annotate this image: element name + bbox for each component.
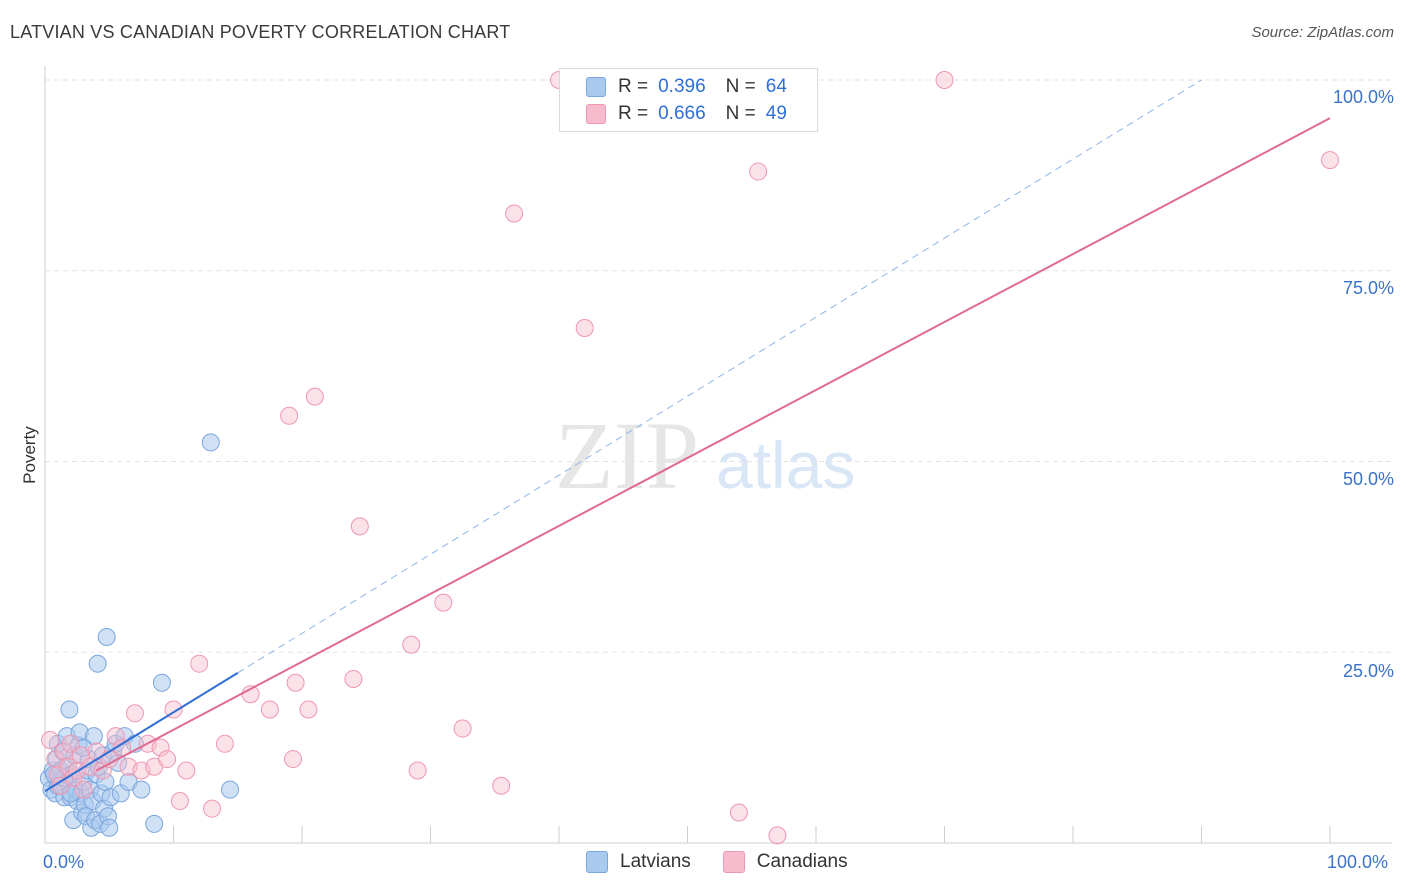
latvians-point	[100, 818, 119, 837]
stats-legend: R = 0.396 N = 64 R = 0.666 N = 49	[559, 68, 818, 132]
legend-n-label: N =	[725, 103, 756, 124]
canadians-point	[408, 761, 427, 780]
canadians-point	[93, 761, 112, 780]
latvians-point	[145, 814, 164, 833]
latvians-trend-line	[44, 671, 239, 792]
latvians-n-value: 64	[765, 76, 787, 97]
latvians-trend-extension	[237, 79, 1202, 674]
gridlines	[45, 79, 1392, 653]
canadians-point	[299, 700, 318, 719]
canadians-point	[1321, 151, 1339, 170]
legend-r-label: R =	[618, 76, 649, 97]
canadians-legend-label: Canadians	[756, 851, 848, 872]
source-label: Source: ZipAtlas.com	[1251, 24, 1394, 41]
canadians-point	[260, 700, 279, 719]
chart-title: LATVIAN VS CANADIAN POVERTY CORRELATION …	[10, 22, 511, 42]
canadians-swatch	[586, 104, 606, 124]
latvians-point	[60, 700, 79, 719]
canadians-n-value: 49	[765, 103, 787, 124]
canadians-point	[41, 730, 60, 749]
y-tick-100: 100.0%	[1332, 87, 1394, 107]
y-tick-75: 75.0%	[1342, 278, 1394, 298]
canadians-point	[59, 757, 78, 776]
latvians-point	[97, 627, 116, 646]
latvians-legend-label: Latvians	[620, 851, 691, 872]
latvians-r-value: 0.396	[658, 76, 706, 97]
canadians-point	[284, 750, 303, 769]
watermark-atlas: atlas	[716, 428, 855, 502]
latvians-point	[88, 654, 107, 673]
canadians-swatch	[722, 851, 745, 873]
canadians-point	[170, 792, 189, 811]
latvians-point	[84, 727, 103, 746]
canadians-point	[74, 780, 93, 799]
latvians-point	[221, 780, 240, 799]
latvians-swatch	[586, 77, 606, 97]
legend-item-canadians[interactable]: Canadians	[722, 851, 848, 873]
trend-lines	[44, 79, 1331, 792]
canadians-point	[434, 593, 453, 612]
canadians-point	[61, 734, 80, 753]
y-tick-25: 25.0%	[1342, 661, 1394, 681]
canadians-point	[505, 204, 524, 223]
latvians-point	[44, 765, 63, 784]
latvians-point	[201, 433, 220, 452]
canadians-trend-line	[95, 117, 1331, 772]
legend-item-latvians[interactable]: Latvians	[586, 851, 691, 873]
y-tick-50: 50.0%	[1342, 469, 1394, 489]
legend-r-label: R =	[618, 103, 649, 124]
canadians-point	[344, 669, 363, 688]
canadians-point	[203, 799, 222, 818]
legend-row-canadians: R = 0.666 N = 49	[586, 102, 787, 126]
watermark-zip: ZIP	[555, 402, 699, 509]
canadians-point	[305, 387, 324, 406]
canadians-point	[768, 826, 787, 845]
canadians-point	[106, 727, 125, 746]
canadians-point	[177, 761, 196, 780]
canadians-point	[749, 162, 768, 181]
latvians-point	[152, 673, 171, 692]
canadians-point	[280, 406, 299, 425]
canadians-point	[286, 673, 305, 692]
watermark: ZIP atlas	[555, 402, 855, 509]
legend-row-latvians: R = 0.396 N = 64	[586, 75, 787, 99]
latvians-swatch	[586, 851, 608, 873]
canadians-point	[190, 654, 209, 673]
canadians-point	[935, 71, 954, 89]
canadians-points	[41, 71, 1339, 845]
x-tick-min: 0.0%	[43, 852, 85, 872]
latvians-point	[132, 780, 151, 799]
canadians-point	[158, 750, 177, 769]
canadians-point	[55, 742, 74, 761]
x-tick-max: 100.0%	[1327, 852, 1389, 872]
canadians-point	[151, 738, 170, 757]
canadians-point	[350, 517, 369, 536]
series-legend: Latvians Canadians	[586, 851, 880, 873]
canadians-point	[492, 776, 511, 795]
canadians-point	[125, 704, 144, 723]
canadians-r-value: 0.666	[658, 103, 706, 124]
canadians-point	[215, 734, 234, 753]
canadians-point	[402, 635, 421, 654]
canadians-point	[453, 719, 472, 738]
axes	[44, 66, 1392, 844]
legend-n-label: N =	[725, 76, 756, 97]
canadians-point	[729, 803, 748, 822]
canadians-point	[575, 318, 594, 337]
